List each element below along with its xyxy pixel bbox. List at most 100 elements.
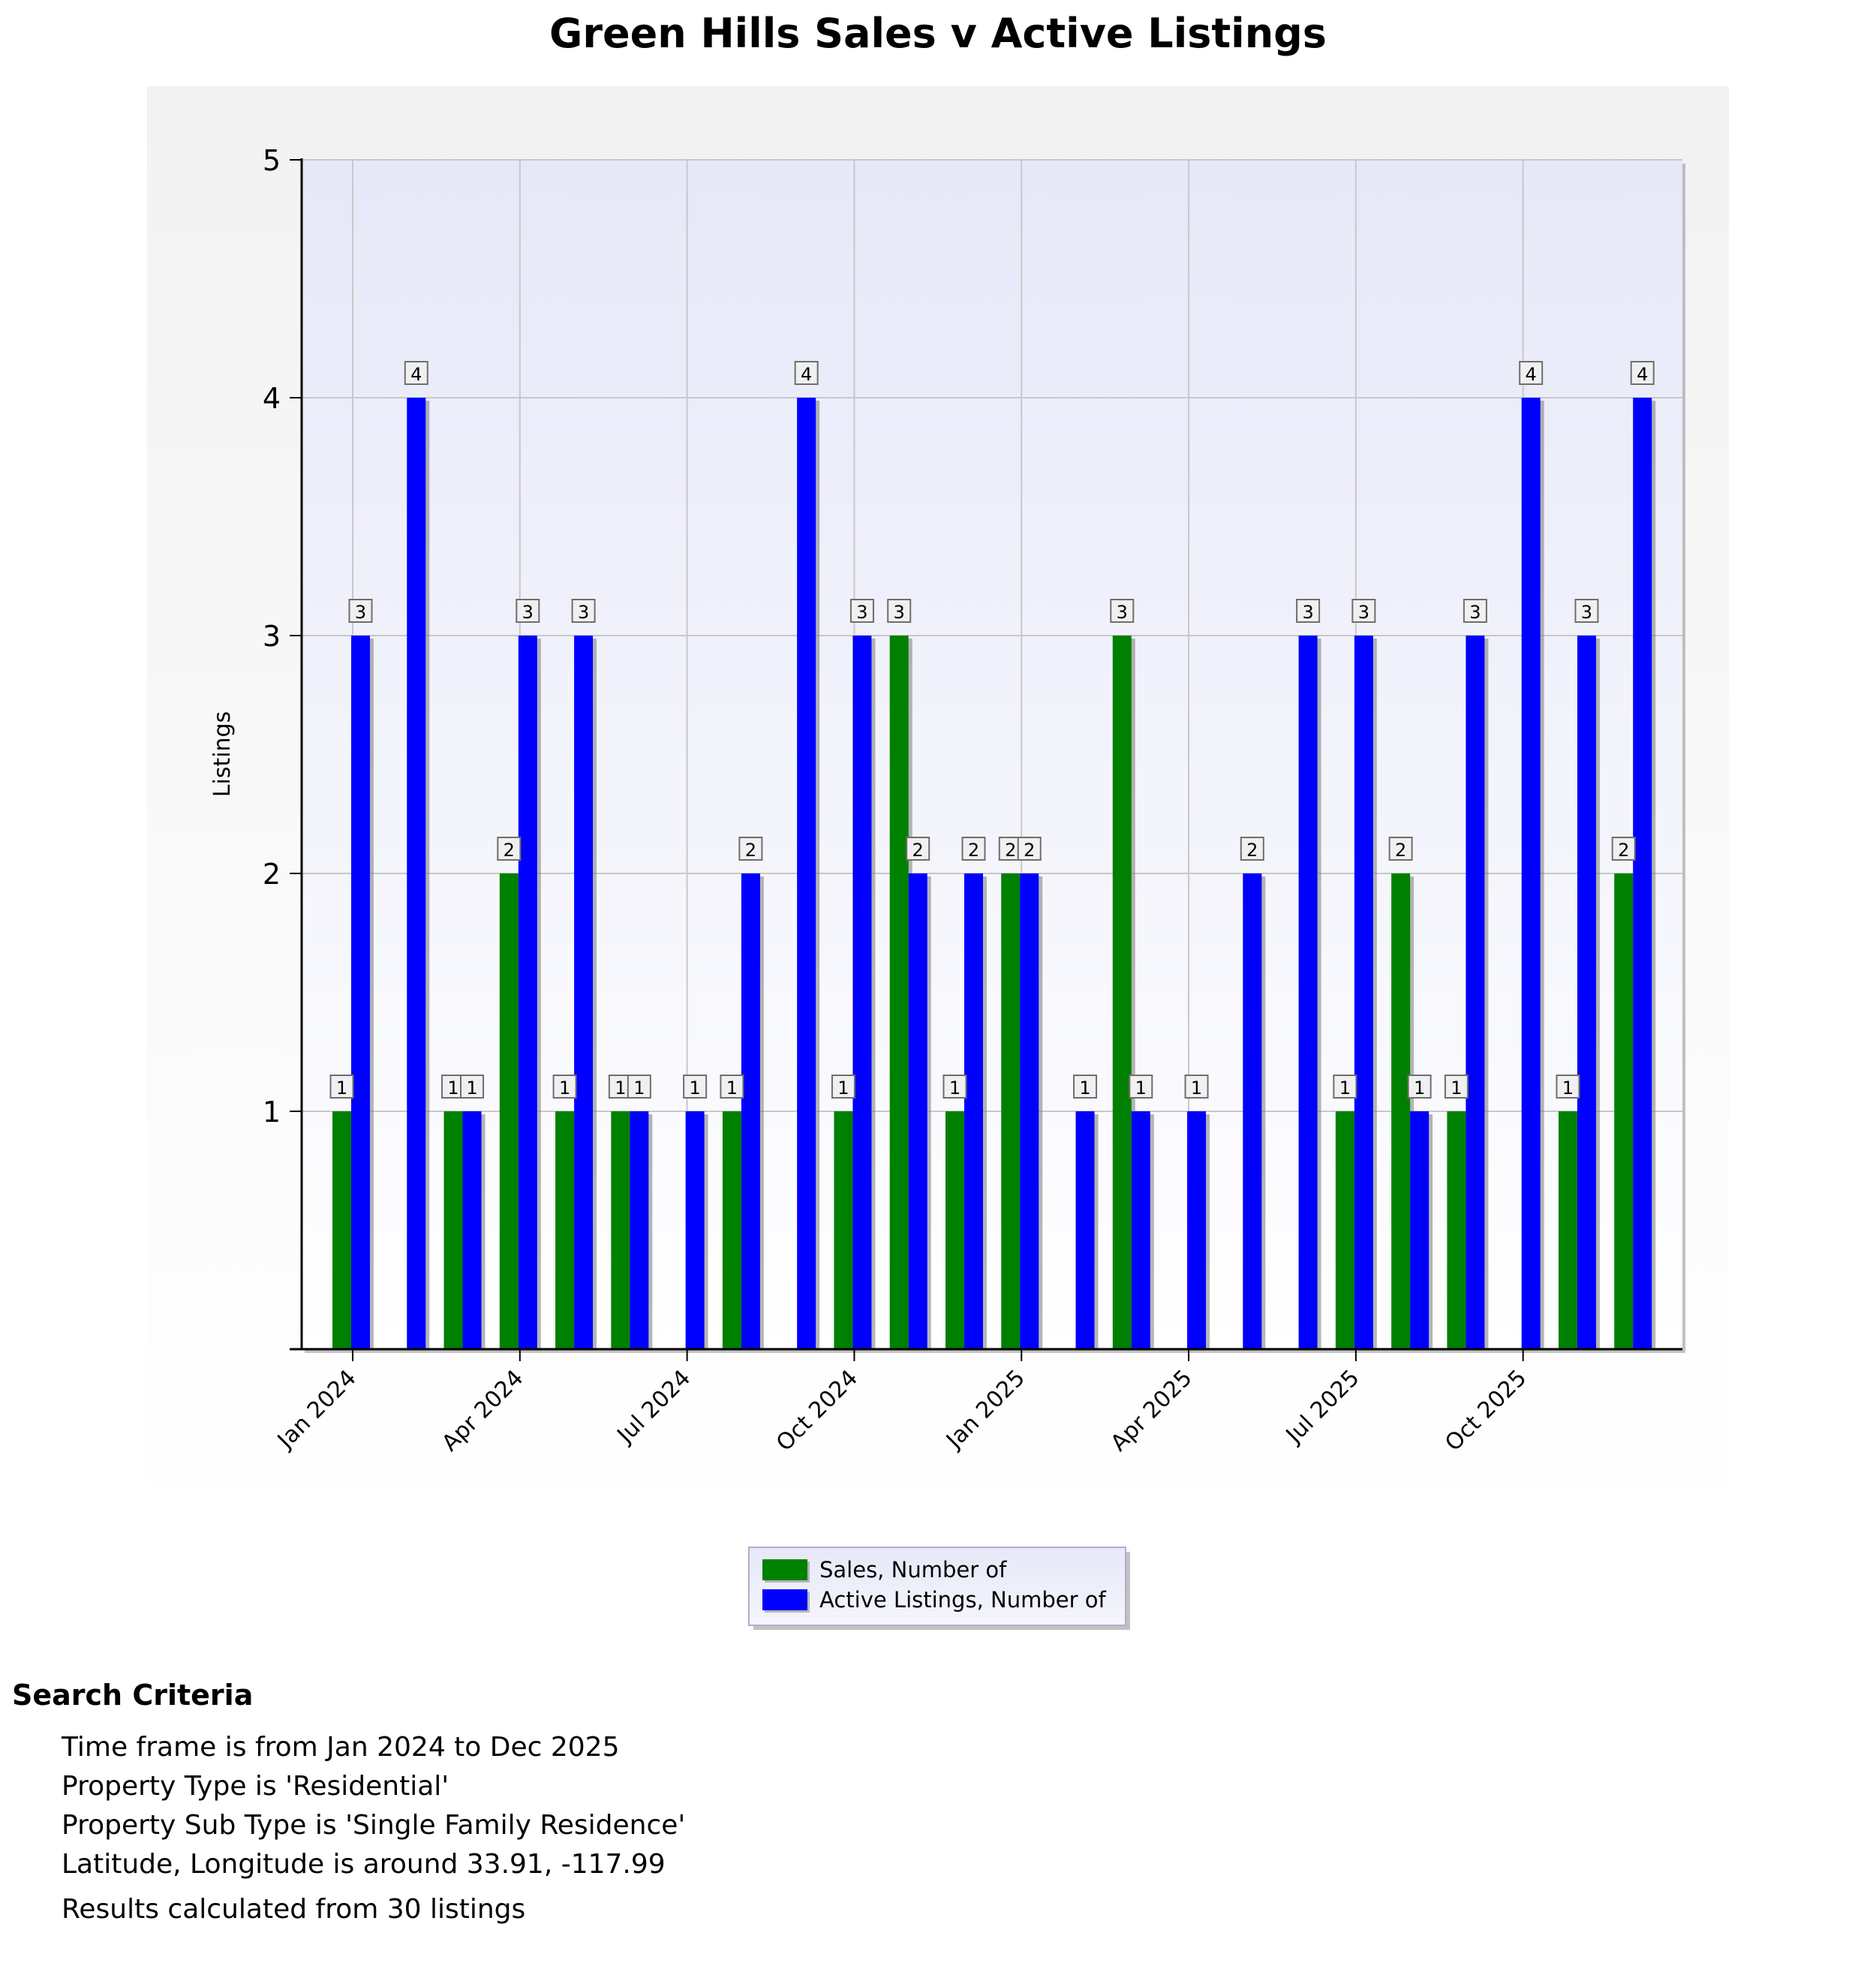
sales-bar bbox=[834, 1111, 853, 1349]
data-label: 2 bbox=[1005, 840, 1016, 861]
data-label-box bbox=[720, 1075, 744, 1099]
active-listings-bar bbox=[1243, 873, 1262, 1349]
data-label-box bbox=[1611, 837, 1636, 861]
data-label: 4 bbox=[1637, 364, 1648, 385]
legend-label: Active Listings, Number of bbox=[819, 1587, 1106, 1613]
data-label-box bbox=[887, 599, 912, 623]
data-label-box bbox=[552, 1075, 577, 1099]
legend-box bbox=[748, 1547, 1126, 1626]
y-tick-label: 4 bbox=[263, 382, 281, 415]
data-label-box bbox=[571, 599, 596, 623]
data-label: 1 bbox=[633, 1078, 645, 1099]
search-criteria: Search Criteria Time frame is from Jan 2… bbox=[12, 1677, 685, 1929]
chart-title: Green Hills Sales v Active Listings bbox=[549, 10, 1327, 57]
active-listings-bar bbox=[1633, 398, 1652, 1349]
data-label: 2 bbox=[1618, 840, 1629, 861]
data-label-box bbox=[831, 1075, 855, 1099]
y-tick-label: 1 bbox=[263, 1096, 281, 1129]
data-label: 2 bbox=[968, 840, 979, 861]
criteria-line: Time frame is from Jan 2024 to Dec 2025 bbox=[62, 1732, 620, 1763]
active-listings-bar bbox=[630, 1111, 649, 1349]
data-label-box bbox=[943, 1075, 967, 1099]
active-listings-bar bbox=[518, 636, 537, 1349]
active-listings-bar bbox=[964, 873, 983, 1349]
data-label: 1 bbox=[949, 1078, 961, 1099]
data-label: 2 bbox=[1246, 840, 1258, 861]
data-label: 3 bbox=[1117, 602, 1128, 623]
data-label-box bbox=[1110, 599, 1135, 623]
y-tick-label: 5 bbox=[263, 144, 281, 177]
criteria-line: Property Sub Type is 'Single Family Resi… bbox=[62, 1810, 686, 1841]
data-label: 1 bbox=[1135, 1078, 1147, 1099]
y-axis-label: Listings bbox=[209, 711, 236, 797]
data-label-box bbox=[329, 1075, 354, 1099]
sales-bar bbox=[1001, 873, 1021, 1349]
data-label-box bbox=[1017, 837, 1042, 861]
data-label: 3 bbox=[1469, 602, 1481, 623]
active-listings-bar bbox=[1354, 636, 1373, 1349]
data-label: 2 bbox=[912, 840, 924, 861]
data-label-box bbox=[849, 599, 874, 623]
data-label-box bbox=[1556, 1075, 1580, 1099]
active-listings-bar bbox=[685, 1111, 705, 1349]
data-label-box bbox=[794, 361, 819, 385]
active-listings-bar bbox=[462, 1111, 482, 1349]
sales-bar bbox=[1614, 873, 1634, 1349]
active-listings-bar bbox=[1521, 398, 1541, 1349]
data-label-box bbox=[460, 1075, 485, 1099]
data-label: 3 bbox=[578, 602, 589, 623]
data-label-box bbox=[1351, 599, 1376, 623]
active-listings-bar bbox=[1075, 1111, 1095, 1349]
data-label: 4 bbox=[801, 364, 812, 385]
data-label: 1 bbox=[615, 1078, 626, 1099]
data-label: 2 bbox=[745, 840, 756, 861]
data-label-box bbox=[961, 837, 986, 861]
legend-swatch bbox=[762, 1589, 807, 1610]
sales-bar bbox=[499, 873, 519, 1349]
y-tick-label: 2 bbox=[263, 858, 281, 891]
data-label-box bbox=[738, 837, 763, 861]
data-label: 4 bbox=[410, 364, 422, 385]
sales-bar bbox=[555, 1111, 575, 1349]
legend-swatch bbox=[762, 1559, 807, 1580]
data-label-box bbox=[1296, 599, 1321, 623]
data-label: 1 bbox=[466, 1078, 477, 1099]
data-label: 1 bbox=[447, 1078, 458, 1099]
sales-bar bbox=[722, 1111, 741, 1349]
data-label-box bbox=[348, 599, 373, 623]
legend: Sales, Number of Active Listings, Number … bbox=[748, 1547, 1130, 1630]
active-listings-bar bbox=[1410, 1111, 1430, 1349]
data-label: 3 bbox=[1358, 602, 1369, 623]
data-label-box bbox=[1463, 599, 1487, 623]
active-listings-bar bbox=[351, 636, 370, 1349]
active-listings-bar bbox=[908, 873, 927, 1349]
data-label-box bbox=[683, 1075, 708, 1099]
data-label: 3 bbox=[522, 602, 534, 623]
active-listings-bar bbox=[1131, 1111, 1150, 1349]
active-listings-bar bbox=[1298, 636, 1318, 1349]
criteria-results: Results calculated from 30 listings bbox=[62, 1894, 526, 1925]
data-label: 3 bbox=[1581, 602, 1592, 623]
data-label-box bbox=[1184, 1075, 1209, 1099]
data-label: 1 bbox=[1339, 1078, 1351, 1099]
data-label-box bbox=[1129, 1075, 1153, 1099]
data-label-box bbox=[1630, 361, 1655, 385]
active-listings-bar bbox=[797, 398, 816, 1349]
data-label: 1 bbox=[689, 1078, 700, 1099]
data-label: 1 bbox=[559, 1078, 570, 1099]
data-label-box bbox=[1407, 1075, 1432, 1099]
data-label-box bbox=[627, 1075, 651, 1099]
y-tick-label: 3 bbox=[263, 620, 281, 653]
sales-bar bbox=[1335, 1111, 1354, 1349]
sales-bar bbox=[332, 1111, 351, 1349]
active-listings-bar bbox=[852, 636, 872, 1349]
data-label-box bbox=[1073, 1075, 1098, 1099]
data-label: 1 bbox=[1562, 1078, 1574, 1099]
data-label: 4 bbox=[1526, 364, 1537, 385]
data-label-box bbox=[516, 599, 540, 623]
sales-bar bbox=[443, 1111, 463, 1349]
active-listings-bar bbox=[407, 398, 426, 1349]
data-label: 3 bbox=[355, 602, 366, 623]
